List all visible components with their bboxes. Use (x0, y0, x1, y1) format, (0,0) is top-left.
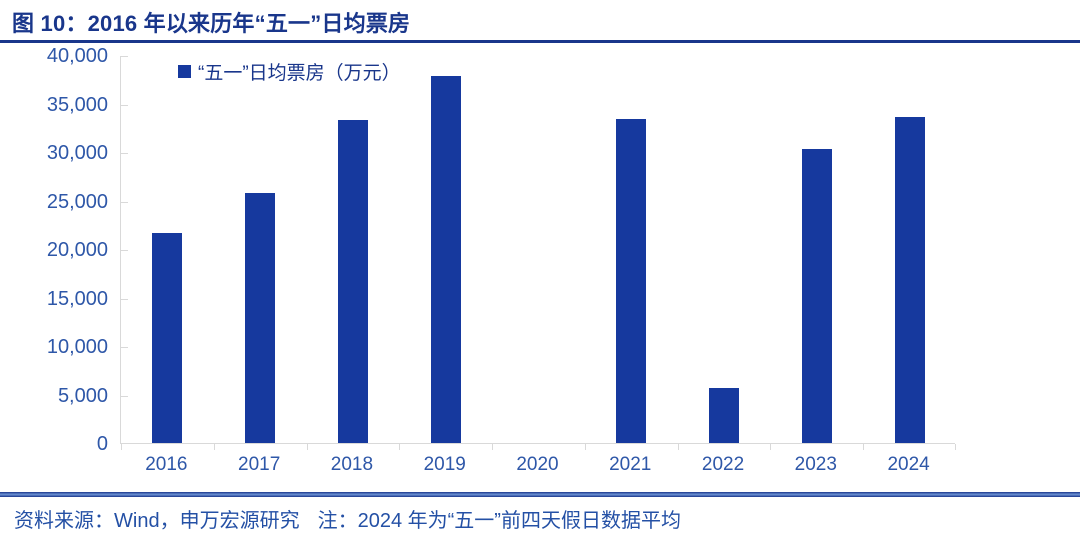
x-axis-label: 2024 (887, 454, 930, 475)
y-axis-label: 5,000 (57, 384, 108, 407)
y-axis-tick (121, 105, 128, 106)
y-axis-label: 15,000 (46, 287, 108, 310)
x-axis-tick (492, 444, 493, 450)
legend-swatch-icon (178, 65, 191, 78)
bar-2017 (245, 192, 276, 443)
x-axis-tick (121, 444, 122, 450)
x-axis: 2016 2017 2018 2019 2020 2021 2022 2023 2024 (120, 452, 955, 480)
plot-area (120, 56, 956, 450)
x-axis-tick (955, 444, 956, 450)
bar-2024 (894, 117, 925, 443)
x-axis-label: 2016 (145, 454, 188, 475)
y-axis-tick (121, 299, 128, 300)
x-axis-tick (399, 444, 400, 450)
y-axis-label: 20,000 (46, 239, 108, 261)
x-axis-tick (585, 444, 586, 450)
bar-2018 (337, 120, 368, 443)
y-axis-label: 0 (96, 433, 108, 455)
bar-2023 (801, 149, 832, 443)
x-axis-label: 2022 (701, 454, 745, 475)
y-axis: 0 5,000 10,000 15,000 20,000 25,000 30,000 35,0… (0, 45, 108, 455)
note-text: 注：2024 年为“五一”前四天假日数据平均 (317, 510, 681, 532)
x-axis-tick (214, 444, 215, 450)
x-axis-label: 2019 (423, 454, 466, 475)
figure-title: 图 10：2016 年以来历年“五一”日均票房 (12, 11, 411, 36)
y-axis-tick (121, 347, 128, 348)
bar-2016 (152, 232, 183, 443)
source-text: 资料来源：Wind，申万宏源研究 (14, 510, 300, 532)
y-axis-tick (121, 250, 128, 251)
x-axis-label: 2021 (609, 454, 652, 475)
y-axis-tick (121, 202, 128, 203)
y-axis-tick (121, 396, 128, 397)
y-axis-tick (121, 153, 128, 154)
bar-2021 (616, 119, 647, 443)
y-axis-label: 30,000 (46, 142, 108, 164)
footer-divider (0, 492, 1080, 497)
y-axis-label: 35,000 (46, 93, 108, 116)
x-axis-label: 2020 (516, 454, 559, 475)
chart-legend: “五一”日均票房（万元） (178, 58, 401, 85)
source-note: 资料来源：Wind，申万宏源研究 注：2024 年为“五一”前四天假日数据平均 (14, 504, 681, 533)
title-divider (0, 40, 1080, 43)
y-axis-label: 25,000 (46, 190, 108, 213)
y-axis-label: 40,000 (46, 45, 108, 67)
x-axis-label: 2023 (794, 454, 837, 475)
x-axis-tick (863, 444, 864, 450)
bar-2022 (709, 387, 740, 443)
x-axis-label: 2018 (330, 454, 374, 475)
x-axis-tick (307, 444, 308, 450)
x-axis-tick (678, 444, 679, 450)
boxoffice-bar-chart: 0 5,000 10,000 15,000 20,000 25,000 30,000 35,0… (0, 44, 1080, 490)
y-axis-label: 10,000 (46, 336, 108, 358)
x-axis-tick (770, 444, 771, 450)
bar-2019 (430, 76, 461, 443)
y-axis-tick (121, 56, 128, 57)
legend-label: “五一”日均票房（万元） (198, 63, 401, 84)
x-axis-label: 2017 (238, 454, 281, 475)
